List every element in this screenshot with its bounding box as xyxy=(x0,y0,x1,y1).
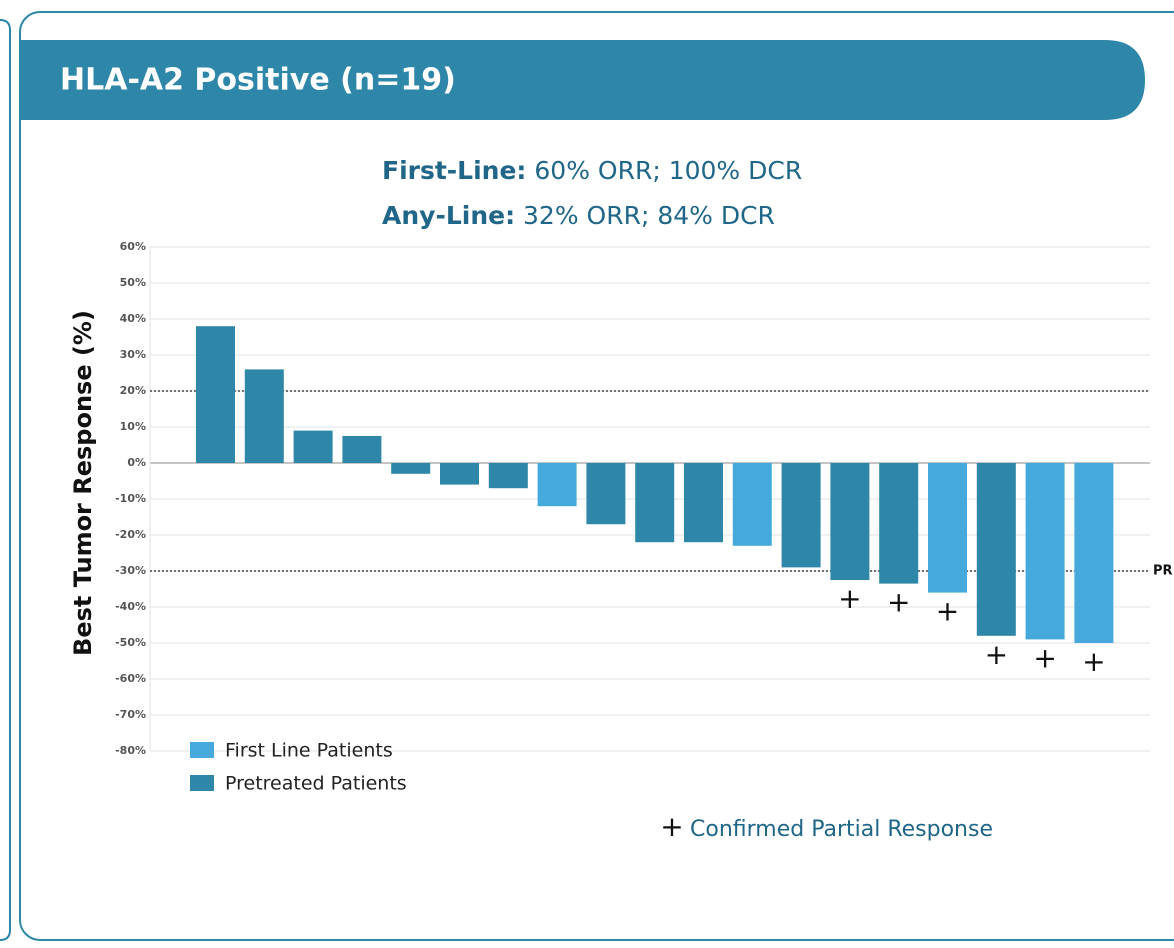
y-tick-label: 10% xyxy=(120,420,146,433)
legend-label: Confirmed Partial Response xyxy=(690,817,993,842)
bar xyxy=(879,463,919,584)
bar xyxy=(196,326,235,463)
y-tick-label: -60% xyxy=(115,672,146,685)
bar xyxy=(391,463,431,474)
bar xyxy=(586,463,626,525)
bar xyxy=(928,463,967,593)
y-axis-label: Best Tumor Response (%) xyxy=(69,310,97,656)
subtitle-label: First-Line: xyxy=(382,156,526,185)
confirmed-marker: + xyxy=(985,638,1008,671)
bar xyxy=(342,436,382,463)
y-tick-label: -80% xyxy=(115,744,146,757)
y-tick-label: -10% xyxy=(115,492,146,505)
y-tick-label: -20% xyxy=(115,528,146,541)
y-tick-label: 50% xyxy=(120,276,146,289)
reference-label: PR xyxy=(1153,564,1173,579)
legend-marker: + xyxy=(660,810,683,843)
header-bar xyxy=(20,40,1145,120)
confirmed-marker: + xyxy=(838,582,861,615)
confirmed-marker: + xyxy=(936,595,959,628)
legend-swatch xyxy=(190,775,214,791)
subtitle: First-Line: 60% ORR; 100% DCR xyxy=(382,156,802,185)
legend-label: First Line Patients xyxy=(225,740,393,762)
bar xyxy=(1074,463,1114,643)
subtitle-text: 32% ORR; 84% DCR xyxy=(523,201,775,230)
y-tick-label: -30% xyxy=(115,564,146,577)
bar xyxy=(537,463,577,507)
legend-label: Pretreated Patients xyxy=(225,773,407,795)
chart-title: HLA-A2 Positive (n=19) xyxy=(60,63,456,98)
confirmed-marker: + xyxy=(1033,641,1056,674)
bar xyxy=(1025,463,1065,640)
y-tick-label: 0% xyxy=(127,456,146,469)
bar xyxy=(781,463,821,568)
bar xyxy=(244,369,284,463)
side-frame xyxy=(0,19,11,941)
y-tick-label: 40% xyxy=(120,312,146,325)
subtitle-label: Any-Line: xyxy=(382,201,515,230)
bar xyxy=(488,463,528,489)
confirmed-marker: + xyxy=(887,586,910,619)
y-tick-label: -70% xyxy=(115,708,146,721)
confirmed-marker: + xyxy=(1082,645,1105,678)
subtitle-text: 60% ORR; 100% DCR xyxy=(534,156,802,185)
y-tick-label: 60% xyxy=(120,240,146,253)
legend-swatch xyxy=(190,742,214,758)
y-tick-label: 20% xyxy=(120,384,146,397)
y-tick-label: -50% xyxy=(115,636,146,649)
bar xyxy=(293,430,333,463)
y-tick-label: -40% xyxy=(115,600,146,613)
bar xyxy=(635,463,675,543)
y-tick-label: 30% xyxy=(120,348,146,361)
bar xyxy=(440,463,479,485)
bar xyxy=(684,463,723,543)
subtitle: Any-Line: 32% ORR; 84% DCR xyxy=(382,201,775,230)
frame xyxy=(19,11,1174,941)
bar xyxy=(976,463,1016,636)
bar xyxy=(830,463,870,580)
bar xyxy=(732,463,772,546)
